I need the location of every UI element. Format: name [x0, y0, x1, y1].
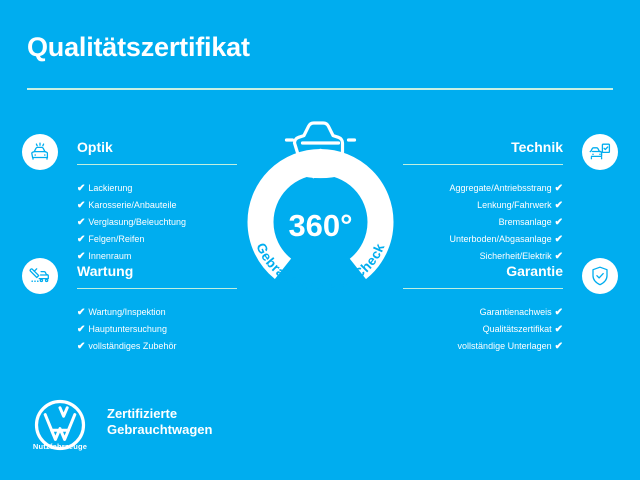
- list-item: ✔ Karosserie/Anbauteile: [77, 197, 272, 214]
- list-item-label: Aggregate/Antriebsstrang: [449, 183, 552, 193]
- section-optik-list: ✔ Lackierung ✔ Karosserie/Anbauteile ✔ Verg…: [22, 180, 272, 265]
- section-wartung-divider: [77, 288, 237, 289]
- section-wartung: Wartung ✔ Wartung/Inspektion ✔ Hauptunters…: [22, 258, 272, 355]
- check-icon: ✔: [77, 200, 86, 211]
- list-item: Unterboden/Abgasanlage ✔: [368, 231, 563, 248]
- list-item: ✔ Verglasung/Beleuchtung: [77, 214, 272, 231]
- check-icon: ✔: [554, 341, 563, 352]
- section-technik-list: Aggregate/Antriebsstrang ✔ Lenkung/Fahrwe…: [368, 180, 618, 265]
- section-optik-title: Optik: [77, 139, 113, 155]
- list-item-label: vollständige Unterlagen: [457, 341, 552, 351]
- list-item: Qualitätszertifikat ✔: [368, 321, 563, 338]
- check-icon: ✔: [77, 324, 86, 335]
- list-item: ✔ Felgen/Reifen: [77, 231, 272, 248]
- footer-claim-line2: Gebrauchtwagen: [107, 422, 213, 437]
- list-item-label: Lenkung/Fahrwerk: [477, 200, 552, 210]
- check-icon: ✔: [554, 307, 563, 318]
- gebrauchtwagen-check-badge: 360° Gebrauchtwagen-Check: [233, 112, 408, 307]
- tools-car-icon: [22, 258, 58, 294]
- list-item: ✔ Hauptuntersuchung: [77, 321, 272, 338]
- vw-logo-icon: [33, 398, 87, 452]
- badge-ring: [247, 149, 394, 295]
- list-item-label: Lackierung: [88, 183, 133, 193]
- list-item: Sicherheit/Elektrik ✔: [368, 248, 563, 265]
- page-title: Qualitätszertifikat: [27, 32, 250, 62]
- list-item-label: Wartung/Inspektion: [88, 307, 166, 317]
- footer: Nutzfahrzeuge Zertifizierte Gebrauchtwag…: [27, 398, 327, 458]
- section-technik-header: Technik: [368, 134, 618, 174]
- shield-check-icon: [582, 258, 618, 294]
- car-shine-icon: [22, 134, 58, 170]
- list-item: ✔ Lackierung: [77, 180, 272, 197]
- check-icon: ✔: [554, 324, 563, 335]
- list-item-label: Verglasung/Beleuchtung: [88, 217, 186, 227]
- section-wartung-title: Wartung: [77, 263, 134, 279]
- section-technik: Technik Aggregate/Antriebsstrang ✔ Lenkun…: [368, 134, 618, 265]
- list-item: vollständige Unterlagen ✔: [368, 338, 563, 355]
- check-icon: ✔: [77, 234, 86, 245]
- section-garantie-divider: [403, 288, 563, 289]
- badge-degrees: 360°: [288, 208, 352, 243]
- list-item-label: Sicherheit/Elektrik: [479, 251, 552, 261]
- section-garantie-header: Garantie: [368, 258, 618, 298]
- section-optik-divider: [77, 164, 237, 165]
- list-item-label: Karosserie/Anbauteile: [88, 200, 177, 210]
- list-item-label: Qualitätszertifikat: [482, 324, 552, 334]
- list-item-label: vollständiges Zubehör: [88, 341, 177, 351]
- section-wartung-header: Wartung: [22, 258, 272, 298]
- list-item: Bremsanlage ✔: [368, 214, 563, 231]
- section-optik-header: Optik: [22, 134, 272, 174]
- list-item: Lenkung/Fahrwerk ✔: [368, 197, 563, 214]
- vw-logo-subtitle: Nutzfahrzeuge: [32, 442, 88, 451]
- section-technik-title: Technik: [511, 139, 563, 155]
- list-item-label: Hauptuntersuchung: [88, 324, 167, 334]
- check-icon: ✔: [554, 234, 563, 245]
- list-item-label: Bremsanlage: [498, 217, 552, 227]
- check-icon: ✔: [554, 251, 563, 262]
- list-item-label: Unterboden/Abgasanlage: [449, 234, 552, 244]
- list-item: ✔ Wartung/Inspektion: [77, 304, 272, 321]
- check-icon: ✔: [554, 200, 563, 211]
- list-item-label: Innenraum: [88, 251, 132, 261]
- check-icon: ✔: [77, 183, 86, 194]
- section-garantie-title: Garantie: [506, 263, 563, 279]
- section-garantie-list: Garantienachweis ✔ Qualitätszertifikat ✔ v…: [368, 304, 618, 355]
- list-item: Aggregate/Antriebsstrang ✔: [368, 180, 563, 197]
- list-item: ✔ Innenraum: [77, 248, 272, 265]
- section-wartung-list: ✔ Wartung/Inspektion ✔ Hauptuntersuchung ✔…: [22, 304, 272, 355]
- check-icon: ✔: [77, 217, 86, 228]
- list-item-label: Garantienachweis: [479, 307, 552, 317]
- header-divider: [27, 88, 613, 90]
- list-item: Garantienachweis ✔: [368, 304, 563, 321]
- check-icon: ✔: [77, 251, 86, 262]
- check-icon: ✔: [554, 183, 563, 194]
- footer-claim: Zertifizierte Gebrauchtwagen: [107, 406, 212, 438]
- section-garantie: Garantie Garantienachweis ✔ Qualitätszert…: [368, 258, 618, 355]
- car-checklist-icon: [582, 134, 618, 170]
- check-icon: ✔: [554, 217, 563, 228]
- footer-claim-line1: Zertifizierte: [107, 406, 178, 421]
- section-technik-divider: [403, 164, 563, 165]
- list-item-label: Felgen/Reifen: [88, 234, 145, 244]
- section-optik: Optik ✔ Lackierung ✔ Karosserie/Anbauteile…: [22, 134, 272, 265]
- list-item: ✔ vollständiges Zubehör: [77, 338, 272, 355]
- check-icon: ✔: [77, 341, 86, 352]
- check-icon: ✔: [77, 307, 86, 318]
